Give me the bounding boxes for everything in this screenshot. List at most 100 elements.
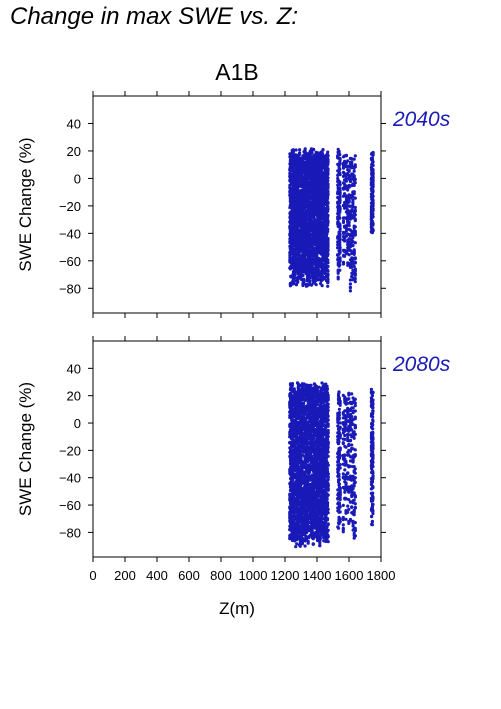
data-point [371,212,375,216]
data-point [353,154,357,158]
y-tick-label: −20 [59,199,81,214]
data-point [326,237,330,241]
data-point [346,188,350,192]
data-point [353,233,357,237]
data-point [326,284,330,288]
data-point [347,223,351,228]
data-point [353,163,357,167]
data-point [338,268,342,272]
data-point [338,158,342,162]
data-point [341,219,346,223]
data-point [371,175,375,179]
data-point [326,193,330,197]
data-point [338,216,342,220]
data-point [353,256,357,260]
data-point [341,166,346,170]
data-point [371,160,375,164]
data-point [326,264,330,268]
data-point [352,190,356,194]
data-point [326,244,330,248]
data-point [312,148,316,152]
data-point [302,277,306,281]
data-point [336,271,340,275]
data-point [346,261,350,265]
data-point [352,157,356,161]
y-axis-title: SWE Change (%) [16,382,35,516]
data-point [338,227,342,231]
data-point [290,382,295,386]
data-point [344,154,348,158]
data-point [338,263,342,267]
data-point [293,273,297,277]
data-point [353,277,357,281]
data-point [326,229,330,233]
data-point [338,247,342,251]
data-point [310,151,314,155]
data-point [326,247,330,251]
data-point [326,213,330,218]
data-point [344,179,348,183]
data-point [326,167,330,171]
data-point [326,161,330,165]
data-point [353,196,357,200]
data-point [291,478,295,482]
data-point [326,261,330,265]
data-point [296,280,300,284]
y-tick-label: 0 [74,171,81,186]
data-point [338,224,342,228]
period-label-2080s: 2080s [392,353,451,376]
y-tick-label: −40 [59,471,81,486]
y-tick-label: 20 [67,389,81,404]
data-point [338,198,342,202]
data-point [371,189,375,193]
data-point [302,280,306,284]
data-point [371,163,375,167]
data-point [338,189,342,193]
data-point [346,159,350,163]
data-point [321,148,325,152]
data-point [338,207,342,211]
data-point [353,213,357,217]
data-point [344,176,348,180]
data-point [343,254,347,258]
data-point [338,153,342,157]
y-tick-label: −60 [59,254,81,269]
data-point [353,267,357,271]
data-point [326,278,330,282]
data-point [326,189,330,193]
data-point [338,240,342,244]
data-point [352,169,356,173]
data-point [371,202,375,206]
data-point [314,283,318,287]
data-point [303,147,307,151]
data-point [370,156,374,160]
data-point [353,225,357,229]
y-tick-label: −60 [59,498,81,513]
scatter-points [288,381,375,549]
data-point [371,209,375,213]
data-point [298,152,302,156]
data-point [338,182,342,186]
data-point [326,172,330,176]
y-tick-label: −80 [59,525,81,540]
data-point [320,284,324,288]
data-point [294,545,298,549]
data-point [353,217,357,221]
data-point [326,207,330,211]
data-point [301,273,305,278]
data-point [347,220,351,225]
data-point [353,181,357,185]
data-point [371,150,375,155]
data-point [347,168,351,172]
data-point [299,456,303,460]
data-point [353,205,357,210]
data-point [348,285,352,289]
data-point [371,168,375,172]
data-point [371,228,375,232]
data-point [338,167,342,171]
data-point [326,179,330,183]
data-point [338,251,342,255]
data-point [353,260,357,264]
